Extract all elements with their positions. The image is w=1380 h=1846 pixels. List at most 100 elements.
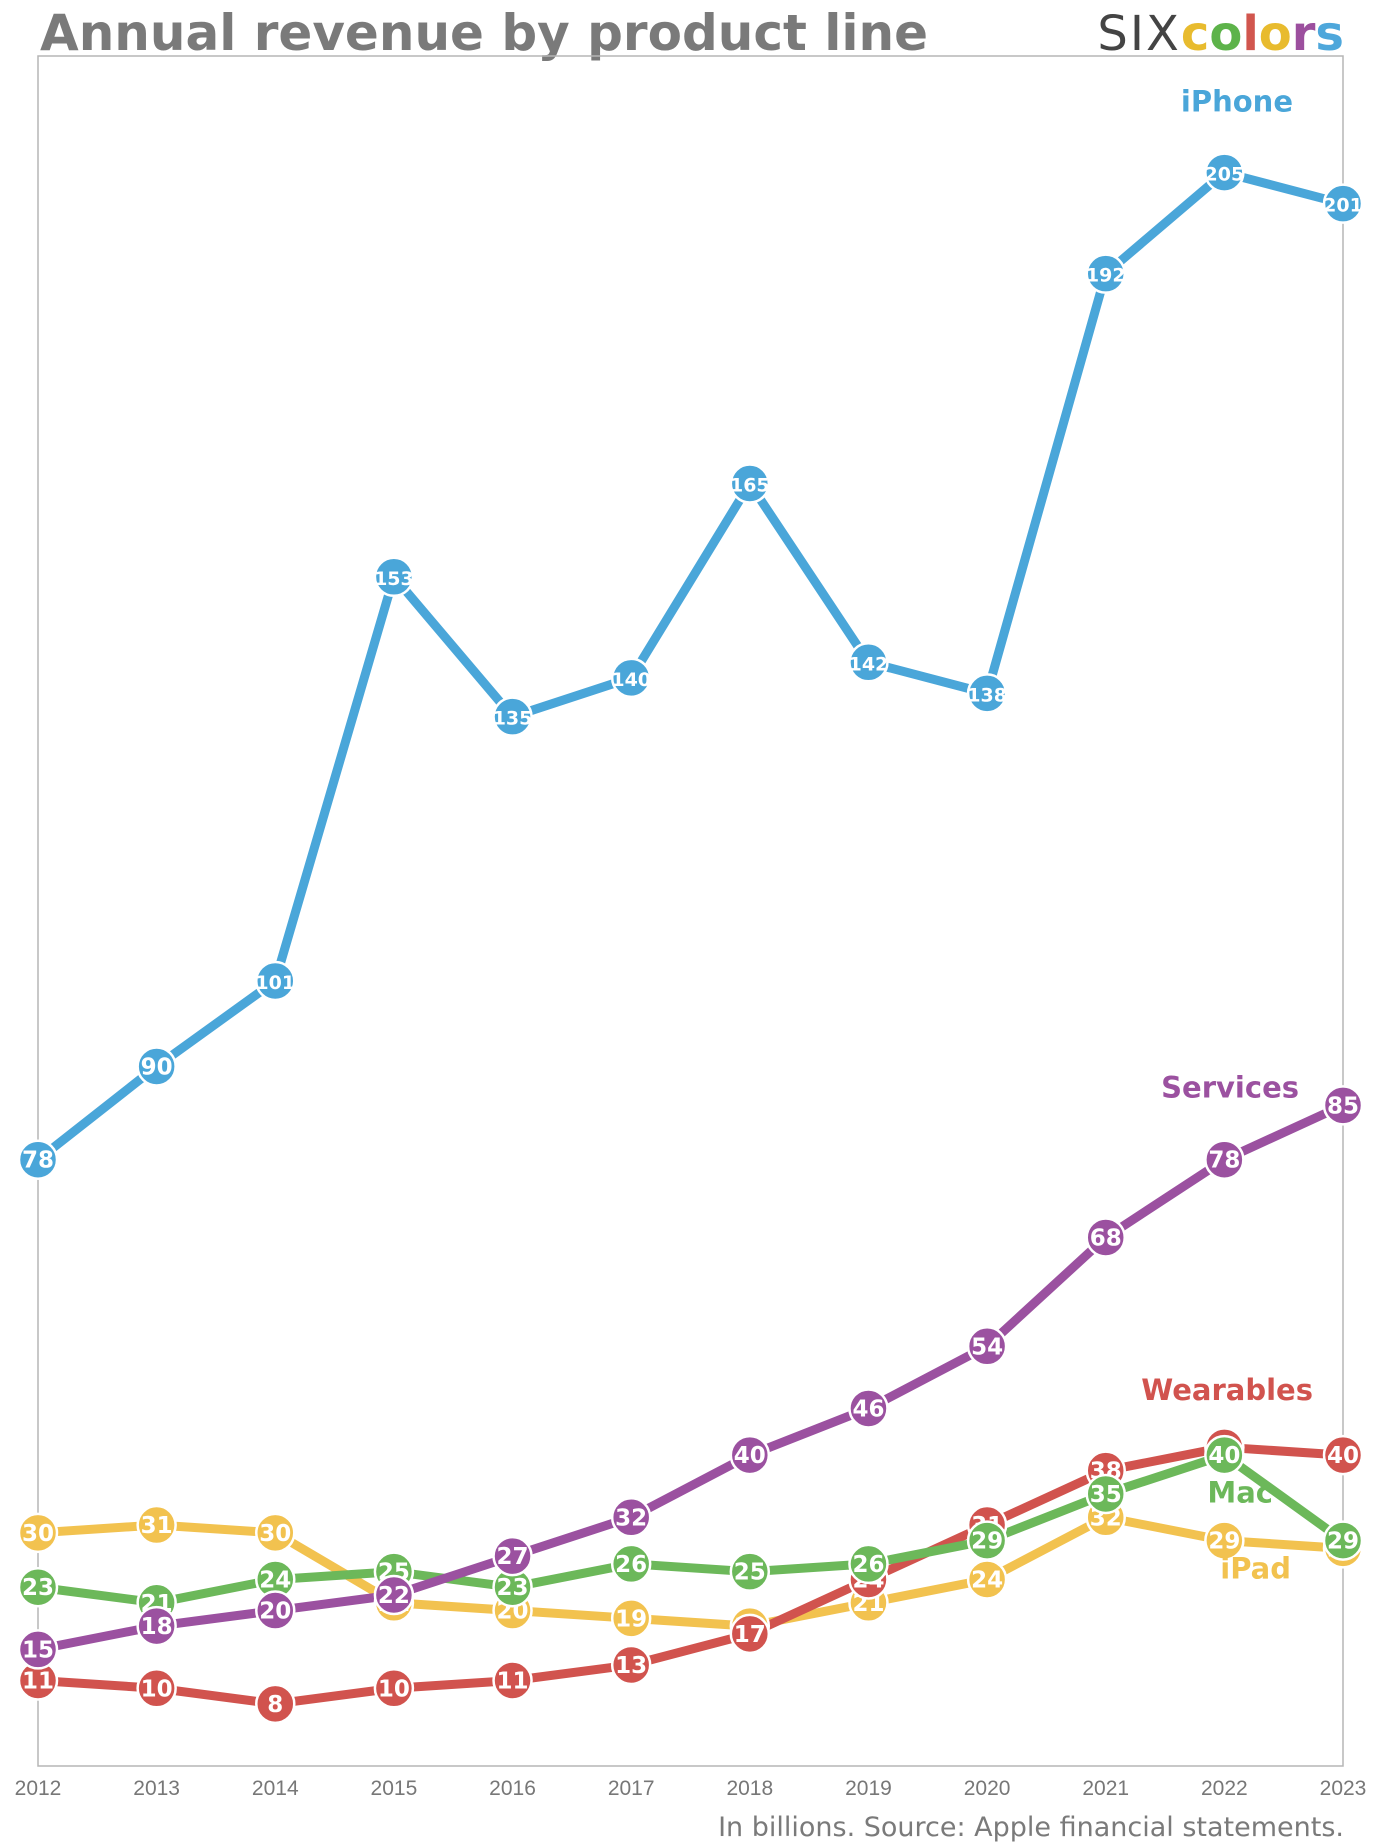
wearables-marker	[1322, 1434, 1364, 1476]
mac-marker	[17, 1566, 59, 1608]
iphone-marker	[136, 1046, 177, 1087]
services-marker	[255, 1590, 296, 1631]
iphone-point: 78	[17, 1139, 59, 1180]
services-marker	[373, 1574, 415, 1616]
mac-data-label: 24	[259, 1567, 291, 1593]
mac-marker	[610, 1543, 652, 1585]
chart-title: Annual revenue by product line	[40, 4, 929, 62]
wearables-data-label: 10	[378, 1676, 410, 1702]
ipad-series-label: iPad	[1220, 1551, 1291, 1585]
iphone-data-label: 165	[730, 475, 770, 497]
mac-data-label: 29	[1327, 1529, 1359, 1555]
mac-point: 25	[729, 1551, 771, 1592]
x-tick-label: 2022	[1201, 1777, 1248, 1800]
services-point: 46	[848, 1388, 889, 1429]
mac-marker	[1322, 1520, 1364, 1561]
services-marker	[610, 1497, 652, 1538]
iphone-marker	[255, 960, 296, 1002]
iphone-line	[33, 168, 1348, 1165]
mac-data-label: 23	[497, 1575, 529, 1601]
mac-marker	[848, 1543, 889, 1585]
iphone-data-label: 135	[493, 708, 533, 730]
ipad-point: 30	[255, 1512, 296, 1554]
services-series-label: Services	[1161, 1070, 1299, 1104]
mac-series-label: Mac	[1207, 1476, 1273, 1510]
x-tick-label: 2015	[371, 1777, 418, 1800]
services-point: 68	[1085, 1217, 1126, 1258]
services-data-label: 85	[1327, 1093, 1359, 1119]
ipad-data-label: 19	[615, 1606, 647, 1632]
x-tick-label: 2021	[1082, 1777, 1129, 1800]
iphone-point: 142	[848, 642, 889, 683]
iphone-data-label: 142	[849, 653, 889, 675]
iphone-point: 205	[1204, 152, 1245, 193]
mac-point: 29	[1322, 1520, 1364, 1561]
services-data-label: 78	[1208, 1148, 1240, 1174]
ipad-marker	[610, 1598, 652, 1639]
iphone-data-label: 153	[374, 568, 414, 590]
services-point: 15	[17, 1629, 59, 1670]
wearables-data-label: 11	[22, 1669, 54, 1695]
iphone-data-label: 90	[141, 1054, 173, 1080]
wearables-marker	[729, 1613, 771, 1655]
iphone-data-label: 101	[255, 972, 295, 994]
services-data-label: 46	[852, 1396, 884, 1422]
iphone-series-label: iPhone	[1181, 85, 1293, 119]
logo-six: SIX	[1097, 6, 1181, 62]
logo-letter: l	[1242, 6, 1259, 62]
wearables-marker	[610, 1644, 652, 1686]
iphone-data-label: 205	[1205, 164, 1245, 186]
x-axis-ticks: 2012 2013 2014 2015 2016 2017 2018 2019 2020 2021…	[15, 1777, 1367, 1800]
services-point: 32	[610, 1497, 652, 1538]
wearables-data-label: 40	[1327, 1443, 1359, 1469]
series-labels: iPad Wearables Mac Services iPhone	[1141, 85, 1313, 1586]
mac-marker	[966, 1520, 1008, 1561]
ipad-data-label: 30	[22, 1521, 54, 1547]
logo-letter: o	[1209, 6, 1243, 62]
mac-point: 35	[1085, 1473, 1126, 1515]
services-data-label: 22	[378, 1583, 410, 1609]
wearables-data-label: 17	[734, 1622, 766, 1648]
logo-letter: c	[1180, 6, 1210, 62]
services-data-label: 15	[22, 1637, 54, 1663]
services-data-label: 18	[141, 1614, 173, 1640]
x-tick-label: 2019	[845, 1777, 892, 1800]
iphone-marker	[729, 463, 771, 504]
wearables-point: 17	[729, 1613, 771, 1655]
wearables-series-label: Wearables	[1141, 1373, 1313, 1407]
ipad-point: 24	[966, 1559, 1008, 1600]
mac-data-label: 26	[852, 1552, 884, 1578]
services-data-label: 32	[615, 1505, 647, 1531]
ipad-data-label: 29	[1208, 1529, 1240, 1555]
iphone-point: 165	[729, 463, 771, 504]
services-point: 27	[492, 1535, 533, 1577]
services-marker	[492, 1535, 533, 1577]
services-point: 22	[373, 1574, 415, 1616]
iphone-data-label: 78	[22, 1148, 54, 1174]
iphone-point: 192	[1085, 253, 1126, 294]
ipad-data-label: 30	[259, 1521, 291, 1547]
wearables-data-label: 11	[497, 1669, 529, 1695]
services-data-label: 27	[497, 1544, 529, 1570]
services-point: 20	[255, 1590, 296, 1631]
plot-frame	[37, 55, 1344, 1767]
ipad-point: 19	[610, 1598, 652, 1639]
services-data-label: 68	[1090, 1225, 1122, 1251]
wearables-data-label: 13	[615, 1653, 647, 1679]
wearables-point: 8	[255, 1683, 296, 1725]
ipad-marker	[1204, 1520, 1245, 1561]
x-tick-label: 2020	[964, 1777, 1011, 1800]
services-point: 54	[966, 1326, 1008, 1367]
mac-point: 29	[966, 1520, 1008, 1561]
wearables-point: 10	[373, 1668, 415, 1709]
mac-data-label: 26	[615, 1552, 647, 1578]
mac-point: 40	[1204, 1434, 1245, 1476]
mac-data-label: 29	[971, 1529, 1003, 1555]
wearables-point: 10	[136, 1668, 177, 1709]
services-marker	[848, 1388, 889, 1429]
wearables-marker	[136, 1668, 177, 1709]
ipad-point: 31	[136, 1504, 177, 1546]
logo-letter: s	[1315, 6, 1344, 62]
logo-letter: o	[1258, 6, 1292, 62]
mac-marker	[729, 1551, 771, 1592]
